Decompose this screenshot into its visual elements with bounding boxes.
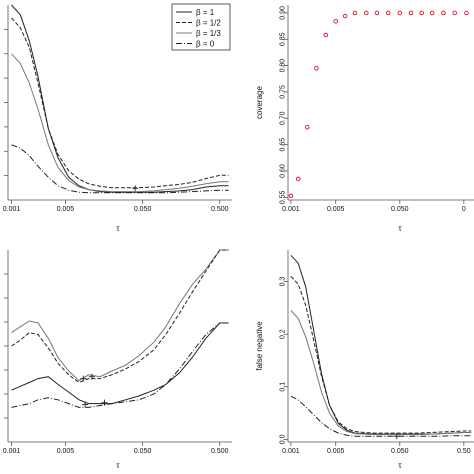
series-line-1 [290, 275, 472, 434]
x-tick-label: 0.050 [391, 206, 409, 213]
plus-marker [132, 185, 139, 192]
x-axis-label: τ [398, 461, 402, 470]
scatter-point [419, 10, 424, 16]
x-axis-label: τ [116, 224, 120, 233]
x-tick-label: 0.50 [457, 448, 471, 455]
y-axis-label: false negative [255, 321, 264, 371]
x-tick-label: 0.005 [327, 206, 345, 213]
scatter-point [374, 10, 380, 16]
x-tick-label: 0.050 [134, 448, 152, 455]
legend-entry-0: β = 1 [196, 8, 215, 17]
plus-marker [101, 399, 108, 406]
y-axis-label: coverage [255, 86, 264, 119]
scatter-point [397, 10, 403, 16]
scatter-point [364, 10, 369, 16]
y-tick-label: 0.60 [280, 164, 287, 178]
scatter-point [352, 10, 358, 16]
plus-marker [393, 433, 400, 440]
plus-marker [82, 401, 89, 408]
legend-entry-3: β = 0 [196, 40, 215, 49]
series-line-2 [290, 310, 472, 436]
scatter-point [288, 193, 294, 199]
x-tick-label: 0.500 [211, 448, 229, 455]
x-tick-label: 0.001 [282, 206, 300, 213]
x-axis-label: τ [116, 461, 120, 470]
scatter-point [323, 32, 329, 38]
y-tick-label: 0.1 [280, 382, 287, 392]
panel-top-right: 0.001 0.005 0.050 0 0.55 0.60 0.65 0.70 0.75 0.80… [255, 5, 474, 233]
scatter-point [333, 19, 338, 24]
series-line-0 [11, 4, 229, 193]
scatter-point [342, 13, 348, 19]
series-line-0 [11, 249, 229, 382]
scatter-point [305, 125, 310, 130]
plus-marker [88, 373, 95, 380]
plus-marker [80, 375, 87, 382]
series-line-1 [11, 17, 229, 189]
x-tick-label: 0.001 [282, 448, 300, 455]
scatter-point [429, 10, 435, 16]
scatter-point [295, 176, 301, 182]
series-line-3 [11, 322, 229, 408]
x-tick-label: 0 [462, 206, 466, 213]
scatter-point [441, 10, 446, 16]
panel-top-left: 0.001 0.005 0.050 0.500 τ β = 1 β = 1/2β = 1/3… [3, 3, 232, 233]
y-tick-label: 0.2 [280, 329, 287, 339]
y-tick-label: 0.70 [280, 111, 287, 125]
scatter-point [385, 10, 391, 16]
x-tick-label: 0.050 [391, 448, 409, 455]
x-tick-label: 0.001 [3, 206, 21, 213]
scatter-point [314, 65, 319, 71]
y-tick-label: 0.3 [280, 277, 287, 287]
x-tick-label: 0.001 [3, 448, 21, 455]
y-tick-label: 0.80 [280, 59, 287, 73]
x-tick-label: 0.050 [134, 206, 152, 213]
y-tick-label: 0.0 [280, 434, 287, 444]
legend-entry-2: β = 1/3 [196, 29, 221, 38]
scatter-point [452, 10, 457, 16]
y-tick-label: 0.85 [280, 32, 287, 46]
y-tick-label: 0.90 [280, 6, 287, 20]
series-line-2 [11, 53, 229, 193]
series-line-0 [290, 254, 472, 435]
y-tick-label: 0.75 [280, 85, 287, 99]
legend-entry-1: β = 1/2 [196, 19, 221, 28]
scatter-point [408, 10, 414, 16]
panel-bottom-right: 0.001 0.005 0.050 0.50 0.0 0.1 0.2 0.3 τ false ne… [255, 250, 474, 470]
series-line-2 [11, 322, 229, 405]
series-line-3 [290, 395, 472, 437]
x-tick-label: 0.005 [57, 206, 75, 213]
scatter-point [464, 10, 469, 16]
series-line-3 [11, 144, 229, 194]
series-line-1 [11, 249, 229, 384]
x-tick-label: 0.005 [327, 448, 345, 455]
y-tick-label: 0.55 [280, 190, 287, 204]
y-tick-label: 0.65 [280, 138, 287, 152]
panel-bottom-left: 0.001 0.005 0.050 0.500 τ [3, 249, 232, 470]
x-axis-label: τ [398, 224, 402, 233]
x-tick-label: 0.500 [211, 206, 229, 213]
x-tick-label: 0.005 [57, 448, 75, 455]
